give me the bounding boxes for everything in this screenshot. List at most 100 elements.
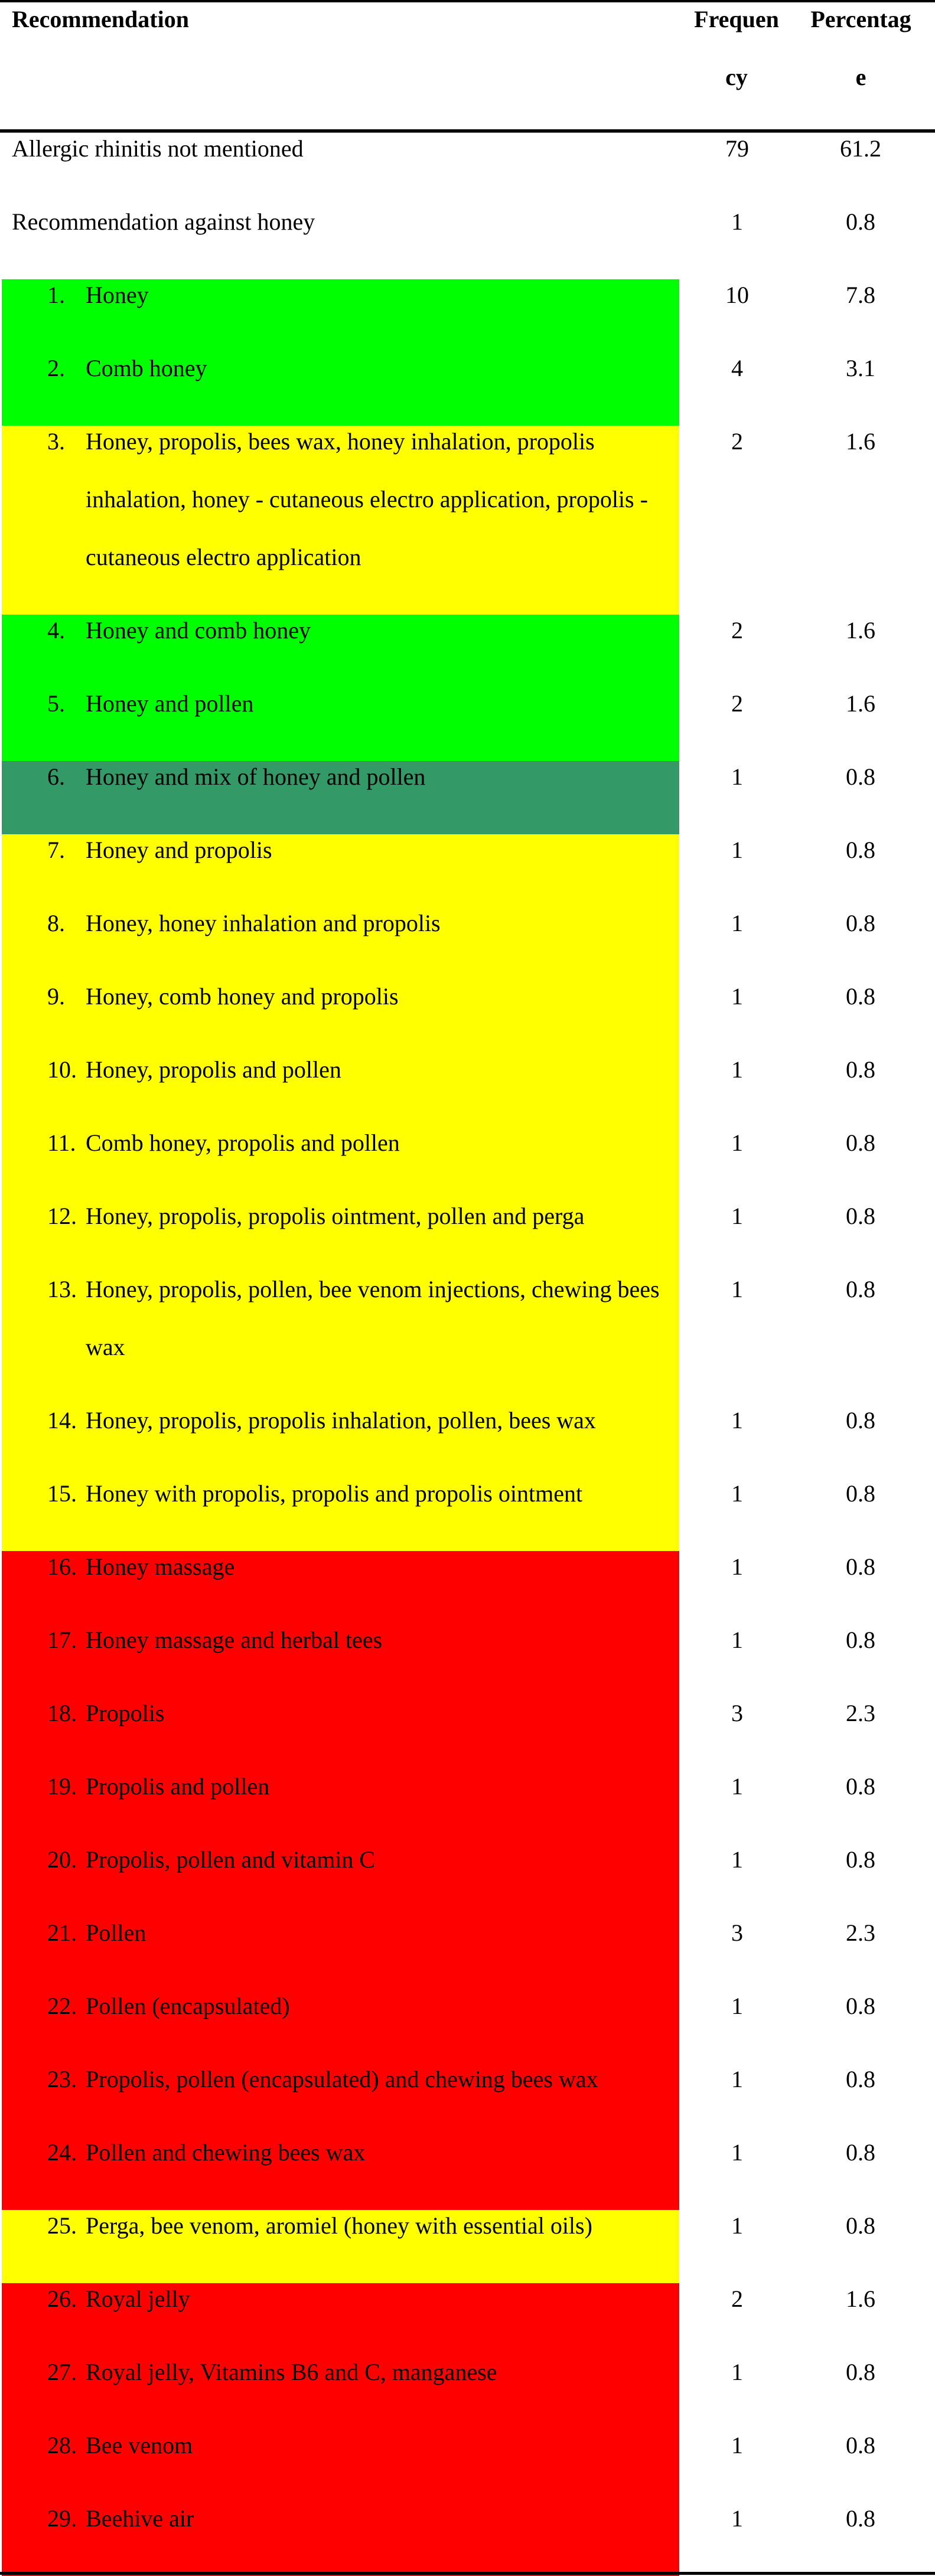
row-highlight [2,1054,679,1127]
table-row: 24. Pollen and chewing bees wax 1 0.8 [0,2137,935,2210]
row-highlight [2,2064,679,2137]
table-row: 15. Honey with propolis, propolis and pro… [0,1478,935,1551]
table-row: 9. Honey, comb honey and propolis 1 0.8 [0,981,935,1054]
percentage-cell: 0.8 [846,1553,875,1580]
recommendation-text: Honey and propolis [86,837,272,863]
percentage-cell: 0.8 [846,1480,875,1507]
table-row: 27. Royal jelly, Vitamins B6 and C, manga… [0,2356,935,2430]
recommendation-text: Honey and pollen [86,690,254,717]
frequency-cell: 1 [731,2432,743,2459]
row-highlight [2,688,679,761]
item-number: 22. [47,1993,77,2019]
recommendation-cell: Allergic rhinitis not mentioned [0,120,935,178]
row-highlight [2,1697,679,1771]
recommendation-text: Honey, honey inhalation and propolis [86,910,441,936]
frequency-cell: 1 [731,2212,743,2239]
table-row: 1. Honey 10 7.8 [0,279,935,352]
row-highlight [2,1200,679,1274]
recommendation-text: Honey, comb honey and propolis [86,983,399,1010]
item-number: 20. [47,1846,77,1873]
item-number: 19. [47,1773,77,1800]
header-percentage: Percentage [810,6,911,90]
table-body: Allergic rhinitis not mentioned 79 61.2 Rec… [0,133,935,2576]
percentage-cell: 0.8 [846,983,875,1010]
table-row: 7. Honey and propolis 1 0.8 [0,834,935,907]
frequency-cell: 4 [731,355,743,381]
row-highlight [2,352,679,426]
recommendation-cell: 25. Perga, bee venom, aromiel (honey with… [0,2197,935,2255]
item-number: 9. [47,983,65,1010]
frequency-cell: 2 [731,617,743,644]
frequency-cell: 1 [731,2505,743,2532]
item-number: 5. [47,690,65,717]
header-frequency: Frequency [694,6,779,90]
percentage-cell: 0.8 [846,2066,875,2092]
frequency-cell: 1 [731,910,743,936]
frequency-cell: 1 [731,2066,743,2092]
percentage-cell: 0.8 [846,910,875,936]
recommendation-cell: 18. Propolis [0,1684,935,1742]
item-number: 1. [47,282,65,308]
recommendation-cell: 29. Beehive air [0,2490,935,2548]
table-row: 16. Honey massage 1 0.8 [0,1551,935,1624]
percentage-cell: 0.8 [846,2359,875,2385]
recommendation-cell: 5. Honey and pollen [0,675,935,733]
item-number: 16. [47,1553,77,1580]
percentage-cell: 1.6 [846,2286,875,2312]
row-highlight [2,615,679,688]
recommendation-text: Perga, bee venom, aromiel (honey with es… [86,2212,592,2239]
percentage-cell: 0.8 [846,2505,875,2532]
recommendation-text: Honey, propolis, propolis inhalation, po… [86,1407,596,1434]
table-row: 2. Comb honey 4 3.1 [0,352,935,426]
recommendation-cell: 28. Bee venom [0,2417,935,2474]
recommendation-cell: 10. Honey, propolis and pollen [0,1041,935,1099]
table-row: 17. Honey massage and herbal tees 1 0.8 [0,1624,935,1697]
table-row: 4. Honey and comb honey 2 1.6 [0,615,935,688]
table-row: 29. Beehive air 1 0.8 [0,2503,935,2576]
table-header: Recommendation Frequency Percentage [0,2,935,129]
item-number: 15. [47,1480,77,1507]
percentage-cell: 0.8 [846,1129,875,1156]
frequency-cell: 1 [731,1407,743,1434]
frequency-cell: 3 [731,1700,743,1726]
recommendation-text: Honey, propolis, bees wax, honey inhalat… [86,428,648,570]
recommendation-cell: 6. Honey and mix of honey and pollen [0,748,935,806]
table-row: 11. Comb honey, propolis and pollen 1 0.8 [0,1127,935,1200]
recommendation-text: Pollen and chewing bees wax [86,2139,366,2166]
row-highlight [2,1127,679,1200]
item-number: 4. [47,617,65,644]
recommendation-text: Honey, propolis and pollen [86,1056,341,1083]
frequency-cell: 1 [731,1276,743,1302]
recommendation-text: Honey and comb honey [86,617,311,644]
item-number: 26. [47,2286,77,2312]
row-highlight [2,1990,679,2064]
recommendation-text: Propolis, pollen (encapsulated) and chew… [86,2066,598,2092]
header-recommendation: Recommendation [12,6,189,32]
recommendation-text: Recommendation against honey [12,208,315,235]
recommendation-cell: 23. Propolis, pollen (encapsulated) and c… [0,2051,935,2108]
frequency-cell: 1 [731,837,743,863]
recommendation-cell: 3. Honey, propolis, bees wax, honey inhal… [0,413,935,586]
recommendation-cell: 27. Royal jelly, Vitamins B6 and C, manga… [0,2343,935,2401]
table-row: 19. Propolis and pollen 1 0.8 [0,1771,935,1844]
table-row: 3. Honey, propolis, bees wax, honey inhal… [0,426,935,615]
item-number: 28. [47,2432,77,2459]
percentage-cell: 3.1 [846,355,875,381]
recommendation-cell: 2. Comb honey [0,339,935,397]
table-bottom-rule [0,2572,935,2575]
item-number: 11. [47,1129,76,1156]
recommendation-cell: 9. Honey, comb honey and propolis [0,968,935,1026]
recommendation-cell: 11. Comb honey, propolis and pollen [0,1114,935,1172]
recommendation-cell: 21. Pollen [0,1904,935,1962]
recommendation-cell: 24. Pollen and chewing bees wax [0,2124,935,2182]
percentage-cell: 0.8 [846,1056,875,1083]
frequency-cell: 1 [731,1627,743,1653]
item-number: 10. [47,1056,77,1083]
table-row: 26. Royal jelly 2 1.6 [0,2283,935,2356]
frequency-cell: 1 [731,1553,743,1580]
recommendation-cell: 4. Honey and comb honey [0,602,935,659]
table-row: 20. Propolis, pollen and vitamin C 1 0.8 [0,1844,935,1917]
recommendation-text: Propolis and pollen [86,1773,270,1800]
frequency-cell: 1 [731,983,743,1010]
